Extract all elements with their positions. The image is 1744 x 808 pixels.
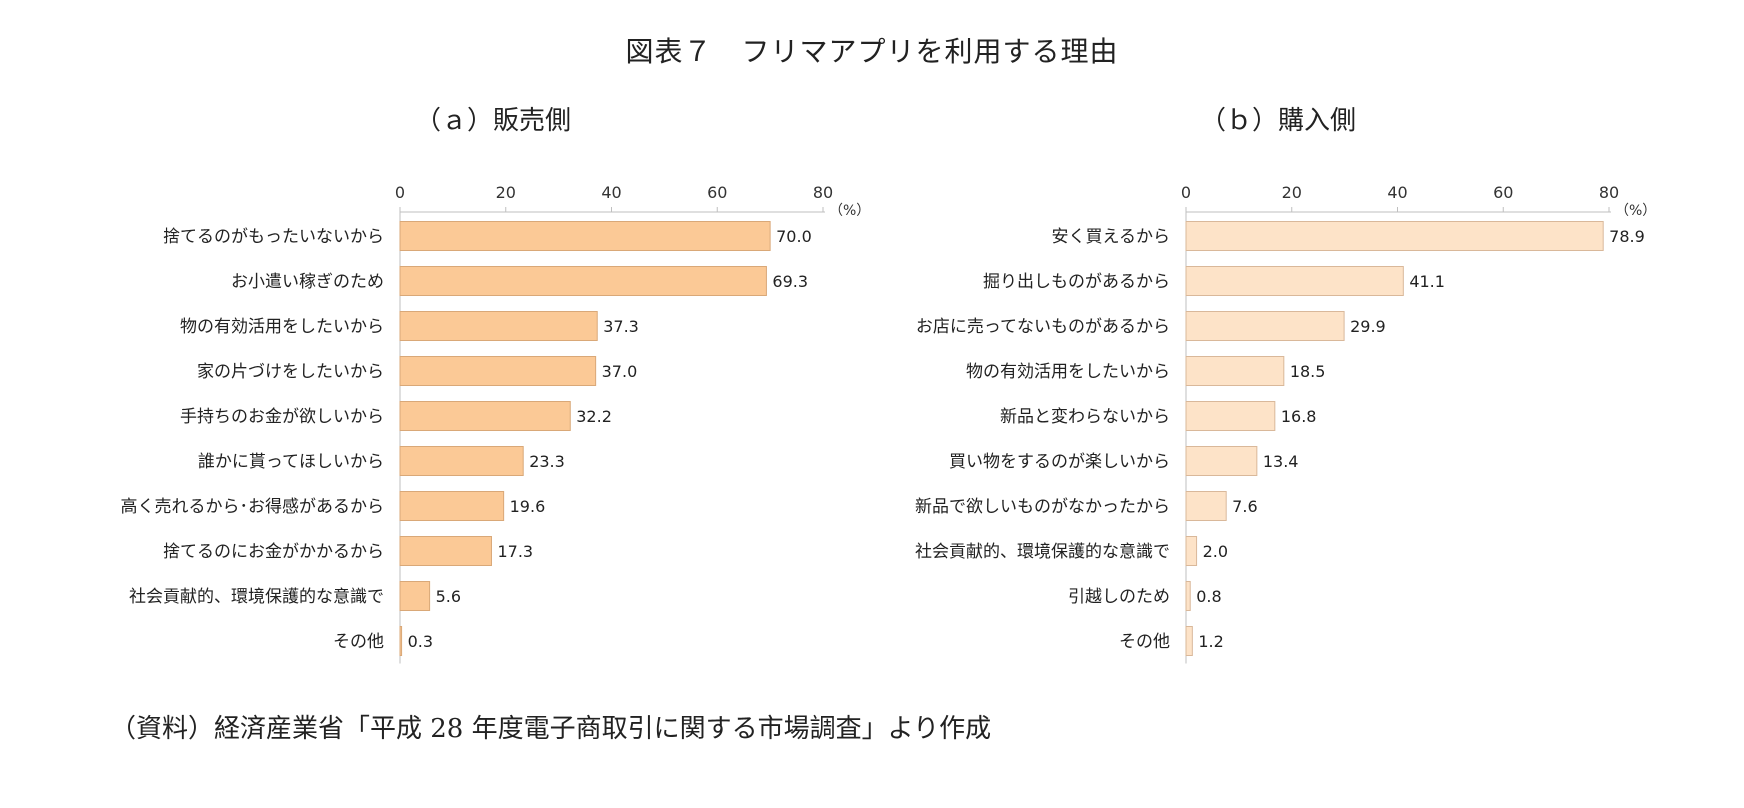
sell-bar-8 — [399, 581, 431, 611]
buy-category-label-0: 安く買えるから — [1052, 227, 1171, 247]
buy-value-label-0: 78.9 — [1609, 227, 1645, 246]
chart-canvas: 0 20 40 60 80（%）70.0捨てるのがもったいないから69.3お小遣い稼ぎの… — [121, 183, 1656, 664]
buy-unit-label: （%） — [1615, 203, 1656, 219]
sell-category-label-0: 捨てるのがもったいないから — [163, 227, 384, 247]
panel-title-sell: （ａ）販売側 — [415, 106, 572, 136]
buy-value-label-7: 2.0 — [1203, 542, 1228, 561]
sell-category-label-8: 社会貢献的、環境保護的な意識で — [129, 587, 384, 607]
sell-bar-4 — [399, 401, 571, 431]
sell-category-label-3: 家の片づけをしたいから — [197, 362, 384, 382]
sell-tick-label-1: 20 — [496, 183, 516, 202]
figure-title: 図表７ フリマアプリを利用する理由 — [625, 35, 1119, 68]
sell-bar-7 — [399, 536, 492, 566]
sell-value-label-8: 5.6 — [436, 587, 461, 606]
buy-category-label-8: 引越しのため — [1068, 587, 1170, 607]
sell-bar-1 — [399, 266, 767, 296]
buy-category-label-1: 掘り出しものがあるから — [983, 272, 1170, 292]
sell-bar-2 — [399, 311, 598, 341]
sell-category-label-7: 捨てるのにお金がかかるから — [163, 542, 384, 562]
sell-category-label-1: お小遣い稼ぎのため — [231, 272, 384, 292]
buy-value-label-5: 13.4 — [1263, 452, 1299, 471]
buy-tick-label-3: 60 — [1493, 183, 1513, 202]
sell-unit-label: （%） — [829, 203, 870, 219]
buy-category-label-5: 買い物をするのが楽しいから — [949, 452, 1170, 472]
sell-value-label-5: 23.3 — [529, 452, 565, 471]
buy-bar-7 — [1185, 536, 1198, 566]
source-note: （資料）経済産業省「平成 28 年度電子商取引に関する市場調査」より作成 — [110, 714, 992, 744]
sell-bar-3 — [399, 356, 597, 386]
sell-tick-label-3: 60 — [707, 183, 727, 202]
sell-bar-9 — [399, 626, 403, 656]
buy-category-label-7: 社会貢献的、環境保護的な意識で — [915, 542, 1170, 562]
sell-tick-label-4: 80 — [813, 183, 833, 202]
sell-value-label-7: 17.3 — [497, 542, 533, 561]
buy-bar-2 — [1185, 311, 1345, 341]
buy-tick-label-1: 20 — [1282, 183, 1302, 202]
sell-bar-5 — [399, 446, 524, 476]
sell-category-label-9: その他 — [333, 632, 384, 652]
buy-tick-label-2: 40 — [1387, 183, 1407, 202]
buy-bar-4 — [1185, 401, 1276, 431]
sell-tick-label-0: 0 — [395, 183, 405, 202]
buy-bar-8 — [1185, 581, 1191, 611]
buy-bar-3 — [1185, 356, 1285, 386]
buy-value-label-8: 0.8 — [1196, 587, 1221, 606]
buy-value-label-9: 1.2 — [1198, 632, 1223, 651]
sell-category-label-5: 誰かに貰ってほしいから — [198, 452, 384, 472]
sell-category-label-4: 手持ちのお金が欲しいから — [180, 407, 384, 427]
sell-value-label-2: 37.3 — [603, 317, 639, 336]
buy-value-label-4: 16.8 — [1281, 407, 1317, 426]
buy-tick-label-4: 80 — [1599, 183, 1619, 202]
sell-value-label-3: 37.0 — [602, 362, 638, 381]
buy-bar-9 — [1185, 626, 1193, 656]
buy-bar-1 — [1185, 266, 1404, 296]
buy-category-label-6: 新品で欲しいものがなかったから — [915, 497, 1170, 517]
sell-value-label-4: 32.2 — [576, 407, 612, 426]
buy-bar-0 — [1185, 221, 1604, 251]
buy-value-label-1: 41.1 — [1409, 272, 1445, 291]
buy-category-label-9: その他 — [1119, 632, 1170, 652]
buy-value-label-3: 18.5 — [1290, 362, 1326, 381]
sell-category-label-2: 物の有効活用をしたいから — [180, 317, 384, 337]
panel-title-buy: （ｂ）購入側 — [1200, 106, 1357, 136]
buy-tick-label-0: 0 — [1181, 183, 1191, 202]
sell-category-label-6: 高く売れるから･お得感があるから — [121, 497, 385, 517]
sell-value-label-0: 70.0 — [776, 227, 812, 246]
buy-category-label-4: 新品と変わらないから — [1000, 407, 1170, 427]
sell-value-label-9: 0.3 — [408, 632, 433, 651]
buy-category-label-3: 物の有効活用をしたいから — [966, 362, 1170, 382]
sell-bar-6 — [399, 491, 505, 521]
sell-value-label-1: 69.3 — [772, 272, 808, 291]
buy-value-label-6: 7.6 — [1232, 497, 1257, 516]
sell-value-label-6: 19.6 — [510, 497, 546, 516]
sell-bar-0 — [399, 221, 771, 251]
buy-value-label-2: 29.9 — [1350, 317, 1386, 336]
sell-tick-label-2: 40 — [601, 183, 621, 202]
buy-bar-5 — [1185, 446, 1258, 476]
buy-category-label-2: お店に売ってないものがあるから — [916, 317, 1170, 337]
buy-bar-6 — [1185, 491, 1227, 521]
